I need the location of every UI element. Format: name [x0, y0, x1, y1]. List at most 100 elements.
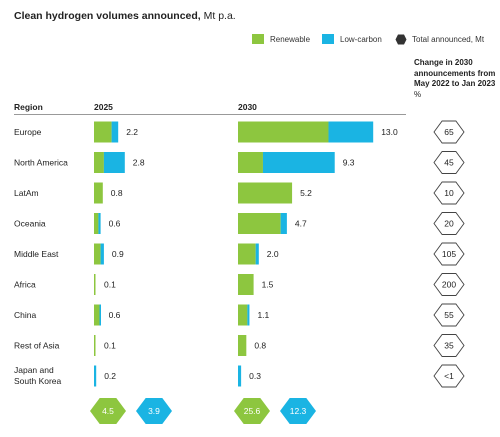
legend-renewable: Renewable [252, 34, 310, 44]
bar-2030-africa-renewable [238, 274, 254, 295]
bar-2030-rest-of-asia-renewable [238, 335, 247, 356]
value-label-2030-latam: 5.2 [300, 188, 312, 198]
bar-2030-latam-renewable [238, 182, 293, 204]
change-value-europe: 65 [444, 127, 454, 137]
bar-2025-middle-east-renewable [94, 243, 101, 265]
chart-title-unit: Mt p.a. [203, 10, 236, 22]
value-label-2025-japan-and-south-korea: 0.2 [104, 371, 116, 381]
value-label-2025-rest-of-asia: 0.1 [104, 341, 116, 351]
total-2025-renewable-hexagon [90, 398, 126, 424]
change-value-japan-and-south-korea: <1 [444, 371, 454, 381]
bar-2030-europe-renewable [238, 121, 329, 143]
value-label-2030-north-america: 9.3 [343, 158, 355, 168]
change-hexagon-oceania [433, 212, 465, 235]
bar-2025-middle-east-low-carbon [100, 243, 104, 265]
total-2025-renewable-label: 4.5 [102, 406, 114, 416]
change-header-title: Change in 2030 announcements from May 20… [414, 58, 496, 88]
region-label-africa: Africa [14, 280, 36, 290]
bar-2025-china-renewable [94, 304, 100, 326]
region-label-north-america: North America [14, 158, 68, 168]
value-label-2025-latam: 0.8 [111, 188, 123, 198]
change-hexagon-north-america [433, 151, 465, 174]
region-header: Region [14, 102, 43, 112]
total-2030-low-carbon-hexagon [280, 398, 316, 424]
change-value-rest-of-asia: 35 [444, 341, 454, 351]
bar-2030-japan-and-south-korea-low-carbon [238, 365, 242, 387]
bar-2025-oceania-renewable [94, 213, 99, 234]
change-value-africa: 200 [442, 280, 456, 290]
region-label-latam: LatAm [14, 188, 39, 198]
change-value-north-america: 45 [444, 158, 454, 168]
bar-2025-rest-of-asia-renewable [94, 335, 96, 356]
bar-2030-oceania-renewable [238, 213, 281, 234]
region-label-japan-and-south-korea: Japan and [14, 365, 54, 375]
value-label-2030-europe: 13.0 [381, 127, 398, 137]
bar-2030-middle-east-low-carbon [255, 243, 259, 265]
bar-2030-china-low-carbon [247, 304, 250, 326]
total-2030-renewable-label: 25.6 [244, 406, 261, 416]
value-label-2025-oceania: 0.6 [109, 219, 121, 229]
bar-2025-japan-and-south-korea-low-carbon [94, 365, 97, 387]
bar-2030-oceania-low-carbon [280, 213, 287, 234]
bar-2025-africa-renewable [94, 274, 96, 295]
bar-2025-europe-low-carbon [111, 121, 119, 143]
change-hexagon-rest-of-asia [433, 334, 465, 357]
total-2030-low-carbon-label: 12.3 [290, 406, 307, 416]
region-label-rest-of-asia: Rest of Asia [14, 341, 60, 351]
bar-2030-north-america-renewable [238, 152, 263, 173]
bar-2030-europe-low-carbon [328, 121, 374, 143]
legend-total-label: Total announced, Mt [412, 35, 485, 44]
change-value-middle-east: 105 [442, 249, 456, 259]
bar-2030-middle-east-renewable [238, 243, 256, 265]
legend-low-carbon-label: Low-carbon [340, 34, 382, 44]
change-column-header: Change in 2030 announcements from May 20… [414, 58, 498, 100]
hexagon-icon [395, 34, 407, 45]
year-2025-header: 2025 [94, 102, 113, 112]
value-label-2030-africa: 1.5 [262, 280, 274, 290]
change-hexagon-africa [433, 273, 465, 296]
region-label-china: China [14, 310, 36, 320]
change-value-china: 55 [444, 310, 454, 320]
change-value-oceania: 20 [444, 219, 454, 229]
bar-2025-china-low-carbon [99, 304, 101, 326]
value-label-2025-middle-east: 0.9 [112, 249, 124, 259]
change-hexagon-japan-and-south-korea [433, 364, 465, 388]
bar-2025-north-america-renewable [94, 152, 104, 173]
region-label-europe: Europe [14, 127, 42, 137]
legend-renewable-label: Renewable [270, 34, 311, 44]
legend-low-carbon: Low-carbon [322, 34, 382, 44]
total-2025-low-carbon-label: 3.9 [148, 406, 160, 416]
value-label-2030-china: 1.1 [257, 310, 269, 320]
legend-total: Total announced, Mt [395, 34, 484, 45]
bar-2030-north-america-low-carbon [262, 152, 335, 173]
value-label-2025-europe: 2.2 [126, 127, 138, 137]
change-hexagon-europe [433, 120, 465, 144]
total-2025-low-carbon-hexagon [136, 398, 172, 424]
value-label-2030-oceania: 4.7 [295, 219, 307, 229]
region-label-oceania: Oceania [14, 219, 46, 229]
chart-title-bold: Clean hydrogen volumes announced, [14, 10, 201, 22]
region-label-middle-east: Middle East [14, 249, 59, 259]
legend-renewable-swatch [252, 34, 264, 44]
year-2030-header: 2030 [238, 102, 257, 112]
bar-2025-europe-renewable [94, 121, 112, 143]
change-hexagon-latam [433, 181, 465, 205]
region-label-japan-and-south-korea-line2: South Korea [14, 376, 62, 386]
change-value-latam: 10 [444, 188, 454, 198]
value-label-2030-japan-and-south-korea: 0.3 [249, 371, 261, 381]
value-label-2025-africa: 0.1 [104, 280, 116, 290]
bar-2025-oceania-low-carbon [98, 213, 101, 234]
value-label-2025-china: 0.6 [109, 310, 121, 320]
change-header-unit: % [414, 89, 422, 99]
change-hexagon-china [433, 303, 465, 327]
bar-2030-china-renewable [238, 304, 248, 326]
chart-title: Clean hydrogen volumes announced, Mt p.a… [14, 10, 236, 22]
legend-low-carbon-swatch [322, 34, 334, 44]
value-label-2030-rest-of-asia: 0.8 [254, 341, 266, 351]
header-divider [14, 114, 406, 115]
value-label-2030-middle-east: 2.0 [267, 249, 279, 259]
bar-2025-latam-renewable [94, 182, 103, 204]
bar-2025-north-america-low-carbon [103, 152, 125, 173]
value-label-2025-north-america: 2.8 [133, 158, 145, 168]
